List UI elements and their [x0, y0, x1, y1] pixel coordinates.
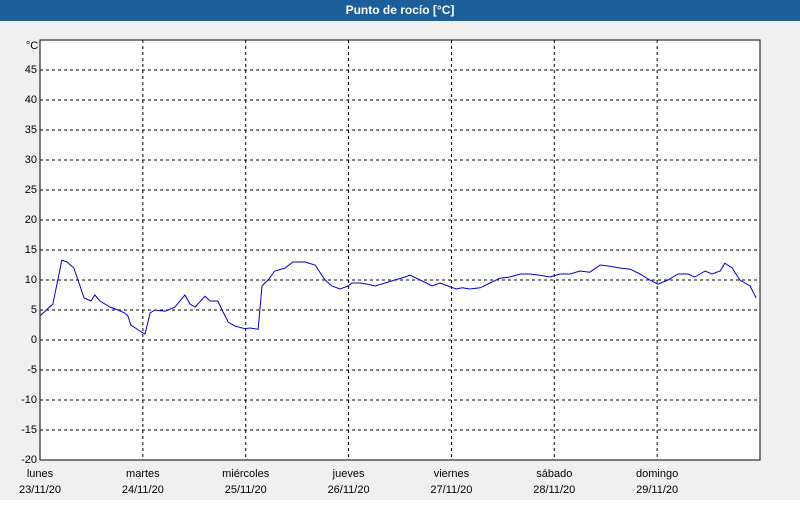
x-tick-label: martes: [126, 468, 160, 480]
x-tick-label: jueves: [332, 468, 365, 480]
y-tick-label: -5: [27, 364, 37, 376]
x-tick-date: 29/11/20: [636, 484, 678, 496]
x-tick-date: 26/11/20: [328, 484, 370, 496]
x-tick-date: 23/11/20: [19, 484, 61, 496]
y-tick-label: 10: [25, 274, 37, 286]
y-tick-label: -10: [21, 394, 37, 406]
y-tick-label: 0: [31, 334, 37, 346]
x-tick-label: viernes: [434, 468, 470, 480]
x-tick-label: lunes: [27, 468, 54, 480]
x-tick-date: 25/11/20: [225, 484, 267, 496]
plot-border: [39, 39, 761, 461]
y-tick-label: 30: [25, 154, 37, 166]
y-tick-label: 20: [25, 214, 37, 226]
y-tick-label: 15: [25, 244, 37, 256]
x-tick-date: 27/11/20: [430, 484, 472, 496]
data-line: [39, 259, 757, 335]
y-unit: °C: [26, 40, 38, 52]
y-tick-label: -15: [21, 424, 37, 436]
x-tick-date: 28/11/20: [533, 484, 575, 496]
y-tick-label: 25: [25, 184, 37, 196]
title-bar: [0, 0, 800, 21]
x-tick-label: sábado: [536, 468, 572, 480]
y-tick-label: 45: [25, 64, 37, 76]
x-tick-label: miércoles: [222, 468, 270, 480]
chart-title: Punto de rocío [°C]: [346, 3, 455, 17]
y-tick-label: 40: [25, 94, 37, 106]
y-tick-label: -20: [21, 454, 37, 466]
y-tick-label: 35: [25, 124, 37, 136]
y-tick-label: 5: [31, 304, 37, 316]
x-tick-label: domingo: [636, 468, 678, 480]
x-tick-date: 24/11/20: [122, 484, 164, 496]
